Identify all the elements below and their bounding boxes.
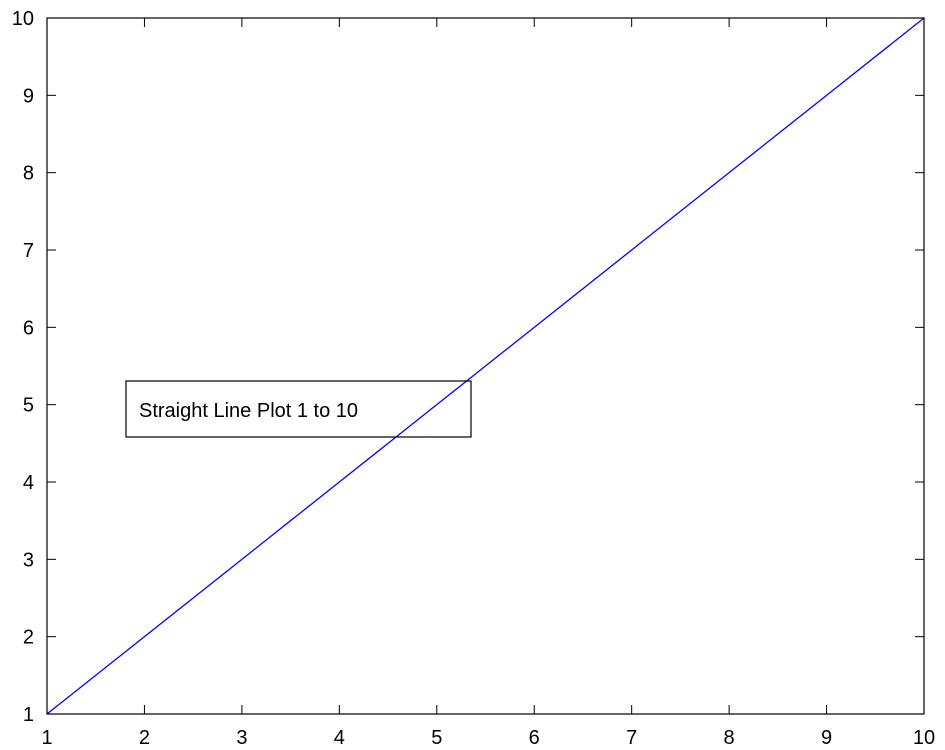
y-tick-label: 4 xyxy=(23,472,34,494)
y-tick-label: 9 xyxy=(23,85,34,107)
y-tick-label: 5 xyxy=(23,395,34,417)
x-tick-label: 5 xyxy=(431,727,442,749)
tick-labels: 1 2 3 4 5 6 7 8 9 10 1 2 3 4 5 6 7 8 9 10 xyxy=(12,8,935,749)
x-tick-label: 10 xyxy=(913,727,935,749)
annotation-text: Straight Line Plot 1 to 10 xyxy=(139,400,358,422)
y-tick-label: 1 xyxy=(23,704,34,726)
y-tick-label: 8 xyxy=(23,163,34,185)
annotation-border xyxy=(125,380,472,438)
y-tick-label: 3 xyxy=(23,549,34,571)
series-line xyxy=(46,17,925,715)
y-tick-label: 7 xyxy=(23,240,34,262)
y-tick-label: 10 xyxy=(12,8,34,30)
y-tick-label: 2 xyxy=(23,627,34,649)
x-tick-label: 1 xyxy=(41,727,52,749)
x-tick-label: 2 xyxy=(139,727,150,749)
plot-frame xyxy=(46,17,925,715)
x-tick-label: 3 xyxy=(236,727,247,749)
x-tick-label: 8 xyxy=(724,727,735,749)
x-tick-label: 7 xyxy=(626,727,637,749)
x-tick-label: 4 xyxy=(334,727,345,749)
x-tick-label: 6 xyxy=(529,727,540,749)
series-layer xyxy=(46,17,925,715)
x-tick-label: 9 xyxy=(821,727,832,749)
y-tick-label: 6 xyxy=(23,317,34,339)
annotation-box: Straight Line Plot 1 to 10 xyxy=(125,380,472,438)
